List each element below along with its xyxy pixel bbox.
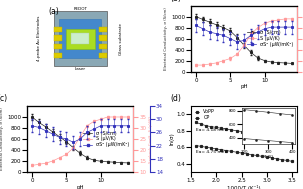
CP [255, 154, 258, 157]
Text: (a): (a) [48, 7, 59, 16]
Legend: σ (S/cm), S (μV/K), σS² (μW/mK²): σ (S/cm), S (μV/K), σS² (μW/mK²) [246, 29, 295, 48]
Text: (d): (d) [170, 94, 181, 103]
VoPP [245, 131, 248, 133]
CP [250, 153, 253, 156]
VoPP [195, 121, 198, 124]
VoPP [225, 128, 228, 130]
VoPP [215, 126, 218, 129]
VoPP [280, 137, 284, 139]
CP [290, 160, 294, 162]
Text: (c): (c) [0, 94, 8, 103]
CP [240, 152, 243, 154]
VoPP [270, 135, 274, 138]
Line: VoPP: VoPP [195, 122, 293, 141]
VoPP [199, 123, 203, 125]
Bar [71, 33, 89, 44]
Bar [98, 44, 107, 49]
VoPP [220, 127, 223, 129]
Text: PEDOT: PEDOT [73, 7, 87, 11]
Line: CP: CP [195, 145, 293, 162]
VoPP [275, 136, 279, 139]
CP [195, 144, 198, 147]
CP [225, 149, 228, 152]
Legend: σ (S/cm), S (μV/K), σS² (μW/mK²): σ (S/cm), S (μV/K), σS² (μW/mK²) [82, 129, 131, 148]
CP [205, 146, 208, 148]
Y-axis label: ln(σ): ln(σ) [170, 133, 175, 145]
VoPP [290, 139, 294, 141]
CP [260, 155, 264, 157]
Text: Laser: Laser [75, 67, 86, 71]
CP [245, 153, 248, 155]
Y-axis label: Electrical Conductivity, σ (S/cm): Electrical Conductivity, σ (S/cm) [164, 7, 168, 70]
Text: Ea= 4.18 meV: Ea= 4.18 meV [196, 128, 228, 132]
VoPP [235, 130, 238, 132]
CP [235, 151, 238, 153]
Bar [54, 53, 62, 58]
CP [270, 157, 274, 159]
VoPP [285, 138, 289, 140]
VoPP [230, 129, 233, 131]
Bar [54, 11, 107, 66]
Bar [54, 44, 62, 49]
VoPP [250, 132, 253, 134]
VoPP [255, 133, 258, 135]
VoPP [240, 130, 243, 133]
Bar [98, 27, 107, 32]
CP [285, 159, 289, 162]
Bar [66, 29, 95, 49]
X-axis label: 1000/T (K⁻¹): 1000/T (K⁻¹) [227, 185, 261, 189]
CP [215, 148, 218, 150]
Bar [54, 35, 62, 41]
CP [199, 145, 203, 148]
CP [230, 150, 233, 153]
CP [275, 158, 279, 160]
X-axis label: pH: pH [76, 185, 84, 189]
VoPP [205, 125, 208, 127]
CP [220, 149, 223, 151]
Text: Ea= 4.75 meV: Ea= 4.75 meV [196, 150, 228, 154]
CP [209, 147, 213, 149]
Text: (b): (b) [170, 0, 181, 3]
Y-axis label: Electrical Conductivity, σ (S/cm): Electrical Conductivity, σ (S/cm) [0, 108, 4, 170]
CP [265, 156, 268, 158]
Y-axis label: Seebeck Coeff., S (μV/K): Seebeck Coeff., S (μV/K) [149, 115, 153, 163]
Text: Glass substrate: Glass substrate [119, 23, 123, 55]
Bar [98, 35, 107, 41]
Bar [98, 53, 107, 58]
Text: 4-probe Au Electrodes: 4-probe Au Electrodes [37, 16, 41, 61]
VoPP [209, 125, 213, 128]
Bar [59, 19, 101, 58]
Bar [54, 27, 62, 32]
VoPP [260, 134, 264, 136]
X-axis label: pH: pH [240, 84, 248, 89]
Legend: VoPP, CP: VoPP, CP [194, 108, 216, 121]
VoPP [265, 135, 268, 137]
CP [280, 159, 284, 161]
